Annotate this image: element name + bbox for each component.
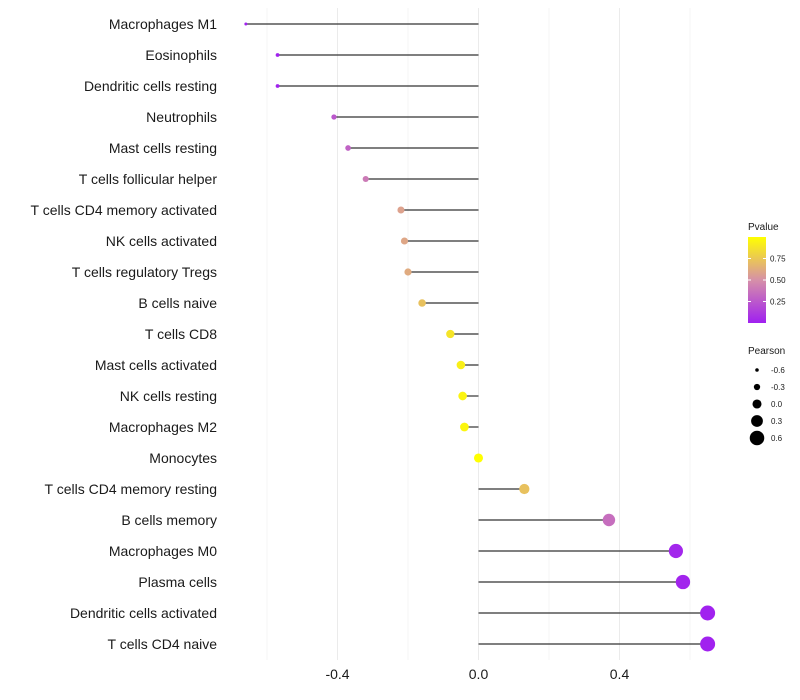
size-legend-label: -0.3 — [771, 383, 785, 392]
category-label: T cells CD4 memory activated — [31, 202, 217, 218]
size-legend-label: 0.3 — [771, 417, 783, 426]
lollipop-point — [675, 574, 691, 590]
lollipop-point — [244, 22, 248, 26]
category-label: Macrophages M1 — [109, 16, 217, 32]
colorbar-tick-label: 0.75 — [770, 255, 786, 264]
lollipop-point — [275, 53, 280, 57]
pvalue-legend: Pvalue 0.25 0.50 0.75 — [748, 222, 786, 323]
lollipop-point — [446, 329, 455, 339]
segment-layer — [245, 23, 708, 645]
category-label: Neutrophils — [146, 109, 217, 125]
lollipop-point — [602, 513, 616, 527]
lollipop-point — [473, 453, 484, 463]
pearson-legend: Pearson -0.6 -0.3 0.0 0.3 0.6 — [748, 346, 785, 446]
category-labels: Macrophages M1 Eosinophils Dendritic cells… — [31, 16, 218, 652]
size-legend-dot — [751, 415, 763, 427]
pearson-legend-items: -0.6 -0.3 0.0 0.3 0.6 — [749, 366, 785, 446]
category-label: Macrophages M2 — [109, 419, 217, 435]
pvalue-legend-title: Pvalue — [748, 222, 779, 233]
lollipop-point — [700, 636, 716, 652]
category-label: T cells follicular helper — [79, 171, 218, 187]
lollipop-point — [404, 268, 412, 276]
lollipop-point — [418, 299, 426, 307]
category-label: T cells CD4 memory resting — [45, 481, 217, 497]
lollipop-point — [362, 175, 369, 183]
size-legend-dot — [752, 399, 762, 409]
size-legend-label: 0.0 — [771, 400, 783, 409]
pvalue-legend-ticks: 0.25 0.50 0.75 — [748, 255, 786, 307]
colorbar-tick-label: 0.25 — [770, 298, 786, 307]
lollipop-point — [668, 543, 683, 559]
point-layer — [244, 22, 716, 652]
category-label: Plasma cells — [138, 574, 217, 590]
x-tick-label: 0.4 — [610, 666, 630, 682]
pvalue-colorbar — [748, 237, 766, 323]
category-label: Mast cells resting — [109, 140, 217, 156]
size-legend-dot — [753, 383, 761, 391]
lollipop-point — [700, 605, 716, 621]
category-label: T cells CD8 — [145, 326, 217, 342]
category-label: NK cells activated — [106, 233, 217, 249]
size-legend-dot — [749, 430, 765, 446]
x-tick-labels: -0.4 0.0 0.4 — [325, 666, 629, 682]
lollipop-point — [331, 114, 337, 120]
lollipop-point — [400, 237, 409, 245]
lollipop-point — [456, 360, 466, 370]
category-label: Mast cells activated — [95, 357, 217, 373]
lollipop-point — [275, 84, 280, 88]
colorbar-tick-label: 0.50 — [770, 276, 786, 285]
lollipop-point — [397, 206, 405, 214]
x-tick-label: 0.0 — [469, 666, 489, 682]
pearson-legend-title: Pearson — [748, 346, 785, 357]
size-legend-dot — [755, 368, 759, 372]
category-label: T cells regulatory Tregs — [72, 264, 217, 280]
x-tick-label: -0.4 — [325, 666, 349, 682]
size-legend-label: -0.6 — [771, 366, 785, 375]
size-legend-label: 0.6 — [771, 434, 783, 443]
category-label: NK cells resting — [120, 388, 217, 404]
category-label: B cells naive — [138, 295, 217, 311]
category-label: B cells memory — [121, 512, 217, 528]
lollipop-point — [345, 145, 351, 151]
lollipop-point — [458, 391, 467, 401]
category-label: Dendritic cells activated — [70, 605, 217, 621]
category-label: Macrophages M0 — [109, 543, 217, 559]
category-label: Eosinophils — [145, 47, 217, 63]
lollipop-point — [519, 483, 530, 495]
category-label: T cells CD4 naive — [108, 636, 218, 652]
category-label: Monocytes — [149, 450, 217, 466]
lollipop-point — [460, 422, 469, 432]
category-label: Dendritic cells resting — [84, 78, 217, 94]
